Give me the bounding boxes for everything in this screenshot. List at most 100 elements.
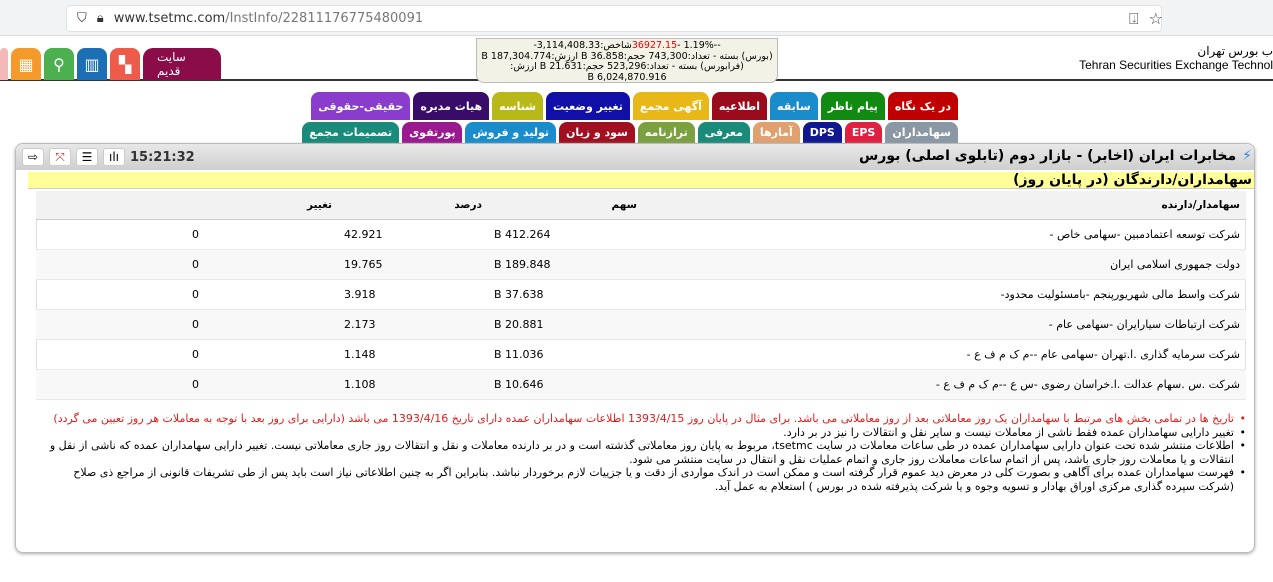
lock-icon: 🔒︎ [96,11,104,26]
farabourse-summary: (فرابورس) بسته - تعداد:523,296 حجم:21.63… [510,61,744,72]
tab-3[interactable]: سابقه [770,92,818,120]
tab-4[interactable]: آمارها [752,122,800,143]
cell-holder[interactable]: شرکت واسط مالی شهریورپنجم -بامسئولیت محد… [643,279,1246,310]
tab-6[interactable]: تغییر وضعیت [546,92,630,120]
tab-9[interactable]: حقیقی-حقوقی [311,92,411,120]
section-title: سهامداران/دارندگان (در پایان روز) [28,172,1254,189]
index-change-pct: --1.19% - [677,40,721,51]
cell-empty [36,339,186,370]
cell-percent: 1.148 [338,339,488,370]
cell-empty [36,309,186,340]
logo-fa: ب بورس تهران [1197,44,1273,58]
star-icon[interactable]: ☆ [1148,9,1163,28]
old-site-button[interactable]: سایت قدیم [143,48,221,80]
cell-empty [36,369,186,400]
cell-shares: 189.848 B [488,249,643,280]
cell-change: 0 [186,249,338,280]
browser-toolbar: ⛉ 🔒︎ www.tsetmc.com/InstInfo/22811176775… [0,0,1273,36]
table-row[interactable]: شرکت توسعه اعتمادمبین -سهامی خاص -412.26… [36,219,1246,250]
tab-3[interactable]: DPS [802,122,842,143]
cell-holder[interactable]: شرکت توسعه اعتمادمبین -سهامی خاص - [643,219,1246,250]
cell-shares: 10.646 B [488,369,643,400]
cell-empty [36,219,186,250]
tabs-row-2: سهامداران EPS DPS آمارها معرفی ترازنامه سود و … [300,122,958,143]
col-empty [36,191,186,220]
bar-chart-icon[interactable]: ılı [103,148,125,166]
note-item: فهرست سهامداران عمده برای آگاهی و بصورت … [46,466,1246,493]
logo: ب بورس تهران Tehran Securities Exchange T… [1079,44,1273,72]
cell-holder[interactable]: شرکت سرمایه گذاری .ا.تهران -سهامی عام --… [643,339,1246,370]
table-row[interactable]: شرکت سرمایه گذاری .ا.تهران -سهامی عام --… [36,339,1246,370]
tab-4[interactable]: اطلاعیه [711,92,768,120]
logo-en: Tehran Securities Exchange Technol [1079,58,1273,72]
grid-icon[interactable]: ▚ [110,48,140,80]
tab-7[interactable]: شناسه [492,92,544,120]
tab-7[interactable]: سود و زیان [559,122,635,143]
col-percent[interactable]: درصد [338,191,488,220]
cell-percent: 2.173 [338,309,488,340]
table-row[interactable]: دولت جمهوری اسلامی ایران 189.848 B 19.765 0 [36,249,1246,280]
col-change[interactable]: تغییر [186,191,338,220]
tab-2[interactable]: EPS [844,122,883,143]
cell-change: 0 [186,279,338,310]
tab-5[interactable]: آگهی مجمع [632,92,709,120]
chart-line-icon[interactable]: ⤧ [49,148,71,166]
tab-6[interactable]: ترازنامه [637,122,695,143]
cell-percent: 42.921 [338,219,488,250]
tab-1[interactable]: سهامداران [885,122,958,143]
cell-empty [36,249,186,280]
cell-empty [36,279,186,310]
notes-list: تاریخ ها در تمامی بخش های مرتبط با سهامد… [46,412,1246,493]
list-icon[interactable]: ☰ [76,148,98,166]
download-icon[interactable]: ⍗ [1129,9,1139,28]
table-row[interactable]: شرکت .س .سهام عدالت .ا.خراسان رضوی -س ع … [36,369,1246,400]
site-header: ▦ ⚲ ▥ ▚ سایت قدیم --1.19% -36927.15شاخص:… [0,38,1273,83]
farabourse-value: 6,024,870.916 B [587,71,667,83]
index-change: 36927.15 [631,40,678,51]
tab-9[interactable]: پورتفوی [402,122,463,143]
cell-percent: 1.108 [338,369,488,400]
shield-icon: ⛉ [77,11,87,26]
clock-time: 15:21:32 [130,149,195,165]
col-shares[interactable]: سهم [488,191,643,220]
search-icon[interactable]: ⚲ [44,48,74,80]
cell-holder[interactable]: شرکت .س .سهام عدالت .ا.خراسان رضوی -س ع … [643,369,1246,400]
quick-links: ▦ ⚲ ▥ ▚ سایت قدیم [0,48,221,80]
instrument-title: مخابرات ایران (اخابر) - بازار دوم (تابلو… [858,148,1237,164]
table-row[interactable]: شرکت واسط مالی شهریورپنجم -بامسئولیت محد… [36,279,1246,310]
shareholders-table: سهامدار/دارنده سهم درصد تغییر شرکت توسعه… [36,191,1246,400]
tab-10[interactable]: تصمیمات مجمع [302,122,400,143]
tab-8[interactable]: تولید و فروش [465,122,557,143]
cell-holder[interactable]: دولت جمهوری اسلامی ایران [643,249,1246,280]
tab-5[interactable]: معرفی [697,122,750,143]
cell-change: 0 [186,339,338,370]
cell-percent: 19.765 [338,249,488,280]
cell-shares: 11.036 B [488,339,643,370]
url-host: www.tsetmc.com [113,11,226,26]
cell-change: 0 [186,369,338,400]
tab-1[interactable]: در یک نگاه [887,92,958,120]
address-bar[interactable]: ⛉ 🔒︎ www.tsetmc.com/InstInfo/22811176775… [66,5,1162,32]
url-path: /InstInfo/22811176775480091 [225,11,424,26]
tab-8[interactable]: هیات مدیره [413,92,490,120]
panel-header: ⚡ مخابرات ایران (اخابر) - بازار دوم (تابل… [16,144,1254,170]
partial-icon[interactable] [0,48,8,80]
table-row[interactable]: شرکت ارتباطات سیارایران -سهامی عام -20.8… [36,309,1246,340]
table-icon[interactable]: ▦ [11,48,41,80]
col-holder[interactable]: سهامدار/دارنده [643,191,1246,220]
lightning-icon: ⚡ [1242,148,1252,164]
note-item: اطلاعات منتشر شده تحت عنوان دارایی سهامد… [46,439,1246,466]
book-chart-icon[interactable]: ▥ [77,48,107,80]
tabs-row-1: در یک نگاه پیام ناظر سابقه اطلاعیه آگهی مجمع… [300,92,958,120]
cell-holder[interactable]: شرکت ارتباطات سیارایران -سهامی عام - [643,309,1246,340]
market-index-box: --1.19% -36927.15شاخص:3,114,408.33- (بور… [476,38,778,83]
export-icon[interactable]: ⇨ [22,148,44,166]
note-item: تغییر دارایی سهامداران عمده فقط ناشی از … [46,426,1246,440]
cell-shares: 20.881 B [488,309,643,340]
tab-2[interactable]: پیام ناظر [820,92,885,120]
index-value: شاخص:3,114,408.33- [533,40,632,51]
cell-change: 0 [186,219,338,250]
note-item: تاریخ ها در تمامی بخش های مرتبط با سهامد… [46,412,1246,426]
cell-percent: 3.918 [338,279,488,310]
bourse-summary: (بورس) بسته - تعداد:743,300 حجم:36.858 B… [481,50,773,62]
